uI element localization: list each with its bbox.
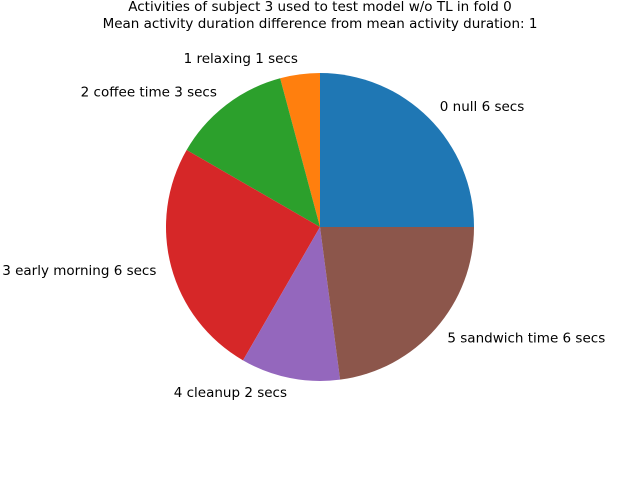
pie-slice-label-4: 4 cleanup 2 secs xyxy=(174,385,287,401)
pie-labels: 0 null 6 secs 1 relaxing 1 secs 2 coffee t… xyxy=(2,51,605,401)
pie-slice-label-1: 1 relaxing 1 secs xyxy=(184,51,298,67)
pie-slices xyxy=(165,73,474,381)
pie-slice-label-3: 3 early morning 6 secs xyxy=(2,263,156,279)
pie-slice-3 xyxy=(165,150,320,361)
pie-slice-5 xyxy=(320,227,474,380)
pie-slice-1 xyxy=(280,73,320,227)
pie-slice-label-0: 0 null 6 secs xyxy=(440,99,524,115)
pie-slice-0 xyxy=(320,73,474,227)
pie-slice-label-2: 2 coffee time 3 secs xyxy=(81,85,217,101)
pie-slice-2 xyxy=(186,78,320,227)
pie-slice-label-5: 5 sandwich time 6 secs xyxy=(447,331,605,347)
chart-title: Activities of subject 3 used to test mod… xyxy=(128,0,511,15)
chart-subtitle: Mean activity duration difference from m… xyxy=(103,16,538,32)
pie-slice-4 xyxy=(243,227,341,381)
